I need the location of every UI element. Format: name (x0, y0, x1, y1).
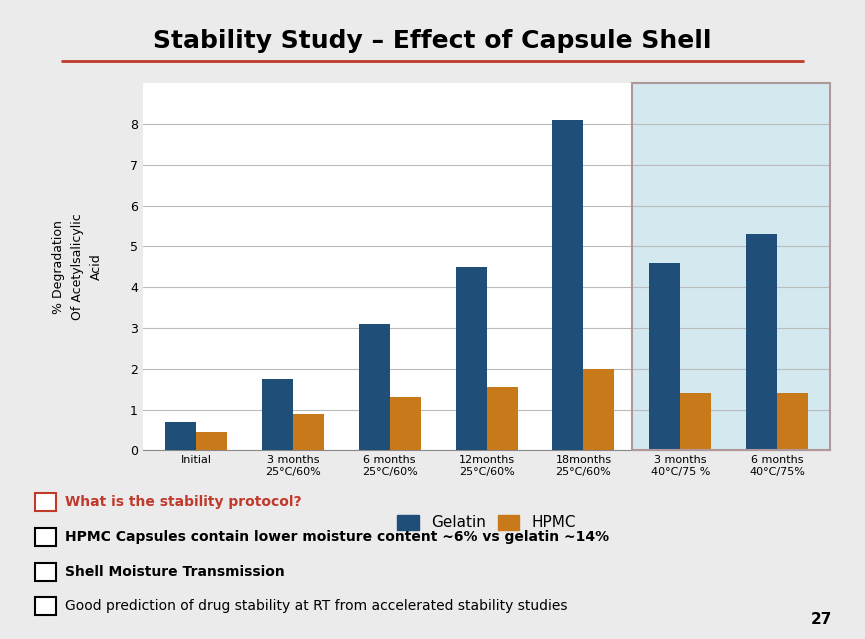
Y-axis label: % Degradation
Of Acetylsalicylic
Acid: % Degradation Of Acetylsalicylic Acid (52, 213, 103, 320)
Bar (553, 120, 583, 450)
Bar (680, 394, 711, 450)
Bar (487, 387, 517, 450)
Bar (359, 324, 390, 450)
Text: Shell Moisture Transmission: Shell Moisture Transmission (65, 565, 285, 579)
Text: HPMC Capsules contain lower moisture content ~6% vs gelatin ~14%: HPMC Capsules contain lower moisture con… (65, 530, 609, 544)
Bar (262, 379, 293, 450)
Bar (631, 83, 830, 450)
Bar (165, 422, 196, 450)
Bar (196, 432, 227, 450)
Bar (390, 397, 420, 450)
Bar (456, 267, 486, 450)
Bar (631, 83, 830, 450)
Text: 27: 27 (811, 613, 832, 627)
Bar (777, 394, 808, 450)
Bar (293, 414, 324, 450)
Text: What is the stability protocol?: What is the stability protocol? (65, 495, 302, 509)
Text: Stability Study – Effect of Capsule Shell: Stability Study – Effect of Capsule Shel… (153, 29, 712, 53)
Bar (583, 369, 614, 450)
Bar (746, 234, 777, 450)
Bar (650, 263, 680, 450)
Legend: Gelatin, HPMC: Gelatin, HPMC (391, 509, 582, 537)
Text: Good prediction of drug stability at RT from accelerated stability studies: Good prediction of drug stability at RT … (65, 599, 567, 613)
